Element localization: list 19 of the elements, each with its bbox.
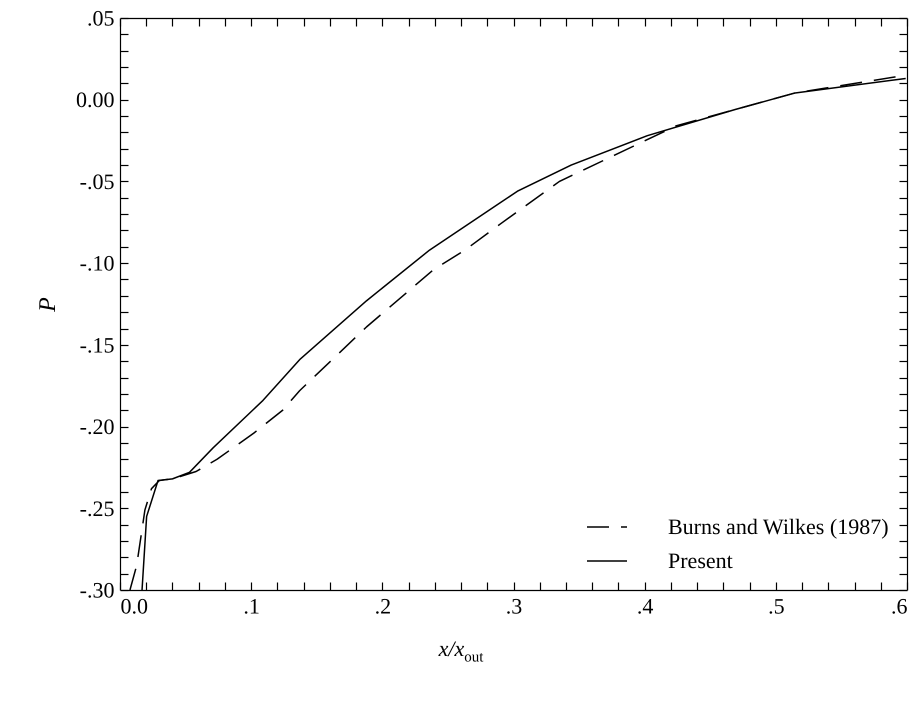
x-tick-label: 0.0 [120,594,148,618]
y-axis-title: P [35,296,61,313]
y-tick-label: -.25 [80,496,114,521]
legend-label: Burns and Wilkes (1987) [668,514,889,539]
y-tick-label: -.10 [80,250,114,276]
x-tick-label: .5 [768,594,785,618]
y-tick-label: -.15 [80,332,114,358]
y-tick-label: -.20 [80,414,114,440]
y-tick-label: -.30 [80,578,114,602]
y-tick-label: 0.00 [76,87,114,112]
y-tick-label: -.05 [80,168,114,194]
x-axis-title: x/x$_{out}$ [437,636,484,666]
x-tick-label: .6 [891,594,908,618]
x-tick-label: .1 [243,594,260,618]
x-tick-label: .3 [506,594,522,618]
y-tick-label: .05 [87,6,114,30]
x-tick-label: .4 [636,594,654,618]
x-tick-label: .2 [374,594,392,618]
legend-label: Present [668,548,733,573]
